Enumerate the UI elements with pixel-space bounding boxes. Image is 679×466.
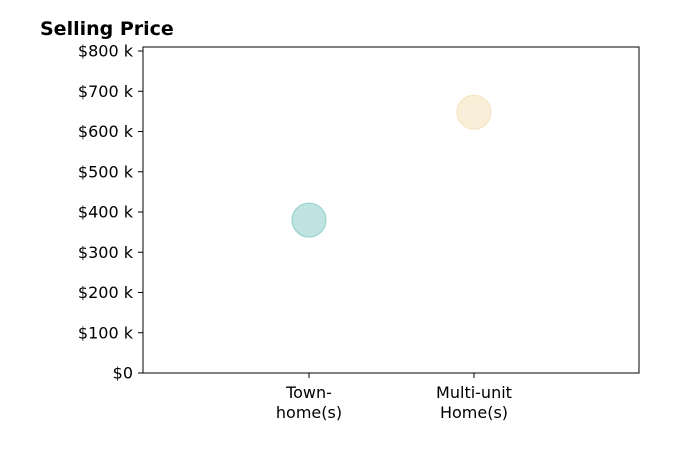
- x-tick-label: Multi-unit Home(s): [436, 383, 512, 422]
- y-tick-label: $200 k: [78, 283, 134, 302]
- y-tick-label: $100 k: [78, 323, 134, 342]
- y-axis: $0 $100 k $200 k $300 k $400 k $500 k $600 k $7…: [78, 42, 143, 383]
- plot-area-frame: [142, 46, 640, 374]
- chart-title: Selling Price: [40, 18, 174, 40]
- data-points: [291, 94, 492, 238]
- y-tick-label: $300 k: [78, 243, 134, 262]
- x-axis: Town-home(s) Multi-unit Home(s): [276, 373, 512, 422]
- y-tick-label: $600 k: [78, 122, 134, 141]
- x-tick-label: Town-home(s): [276, 383, 342, 422]
- y-tick-label: $700 k: [78, 82, 134, 101]
- y-tick-label: $500 k: [78, 162, 134, 181]
- y-tick-label: $0: [113, 364, 133, 383]
- y-tick-label: $400 k: [78, 203, 134, 222]
- data-point: [456, 94, 492, 130]
- y-tick-label: $800 k: [78, 42, 134, 61]
- data-point: [291, 202, 327, 238]
